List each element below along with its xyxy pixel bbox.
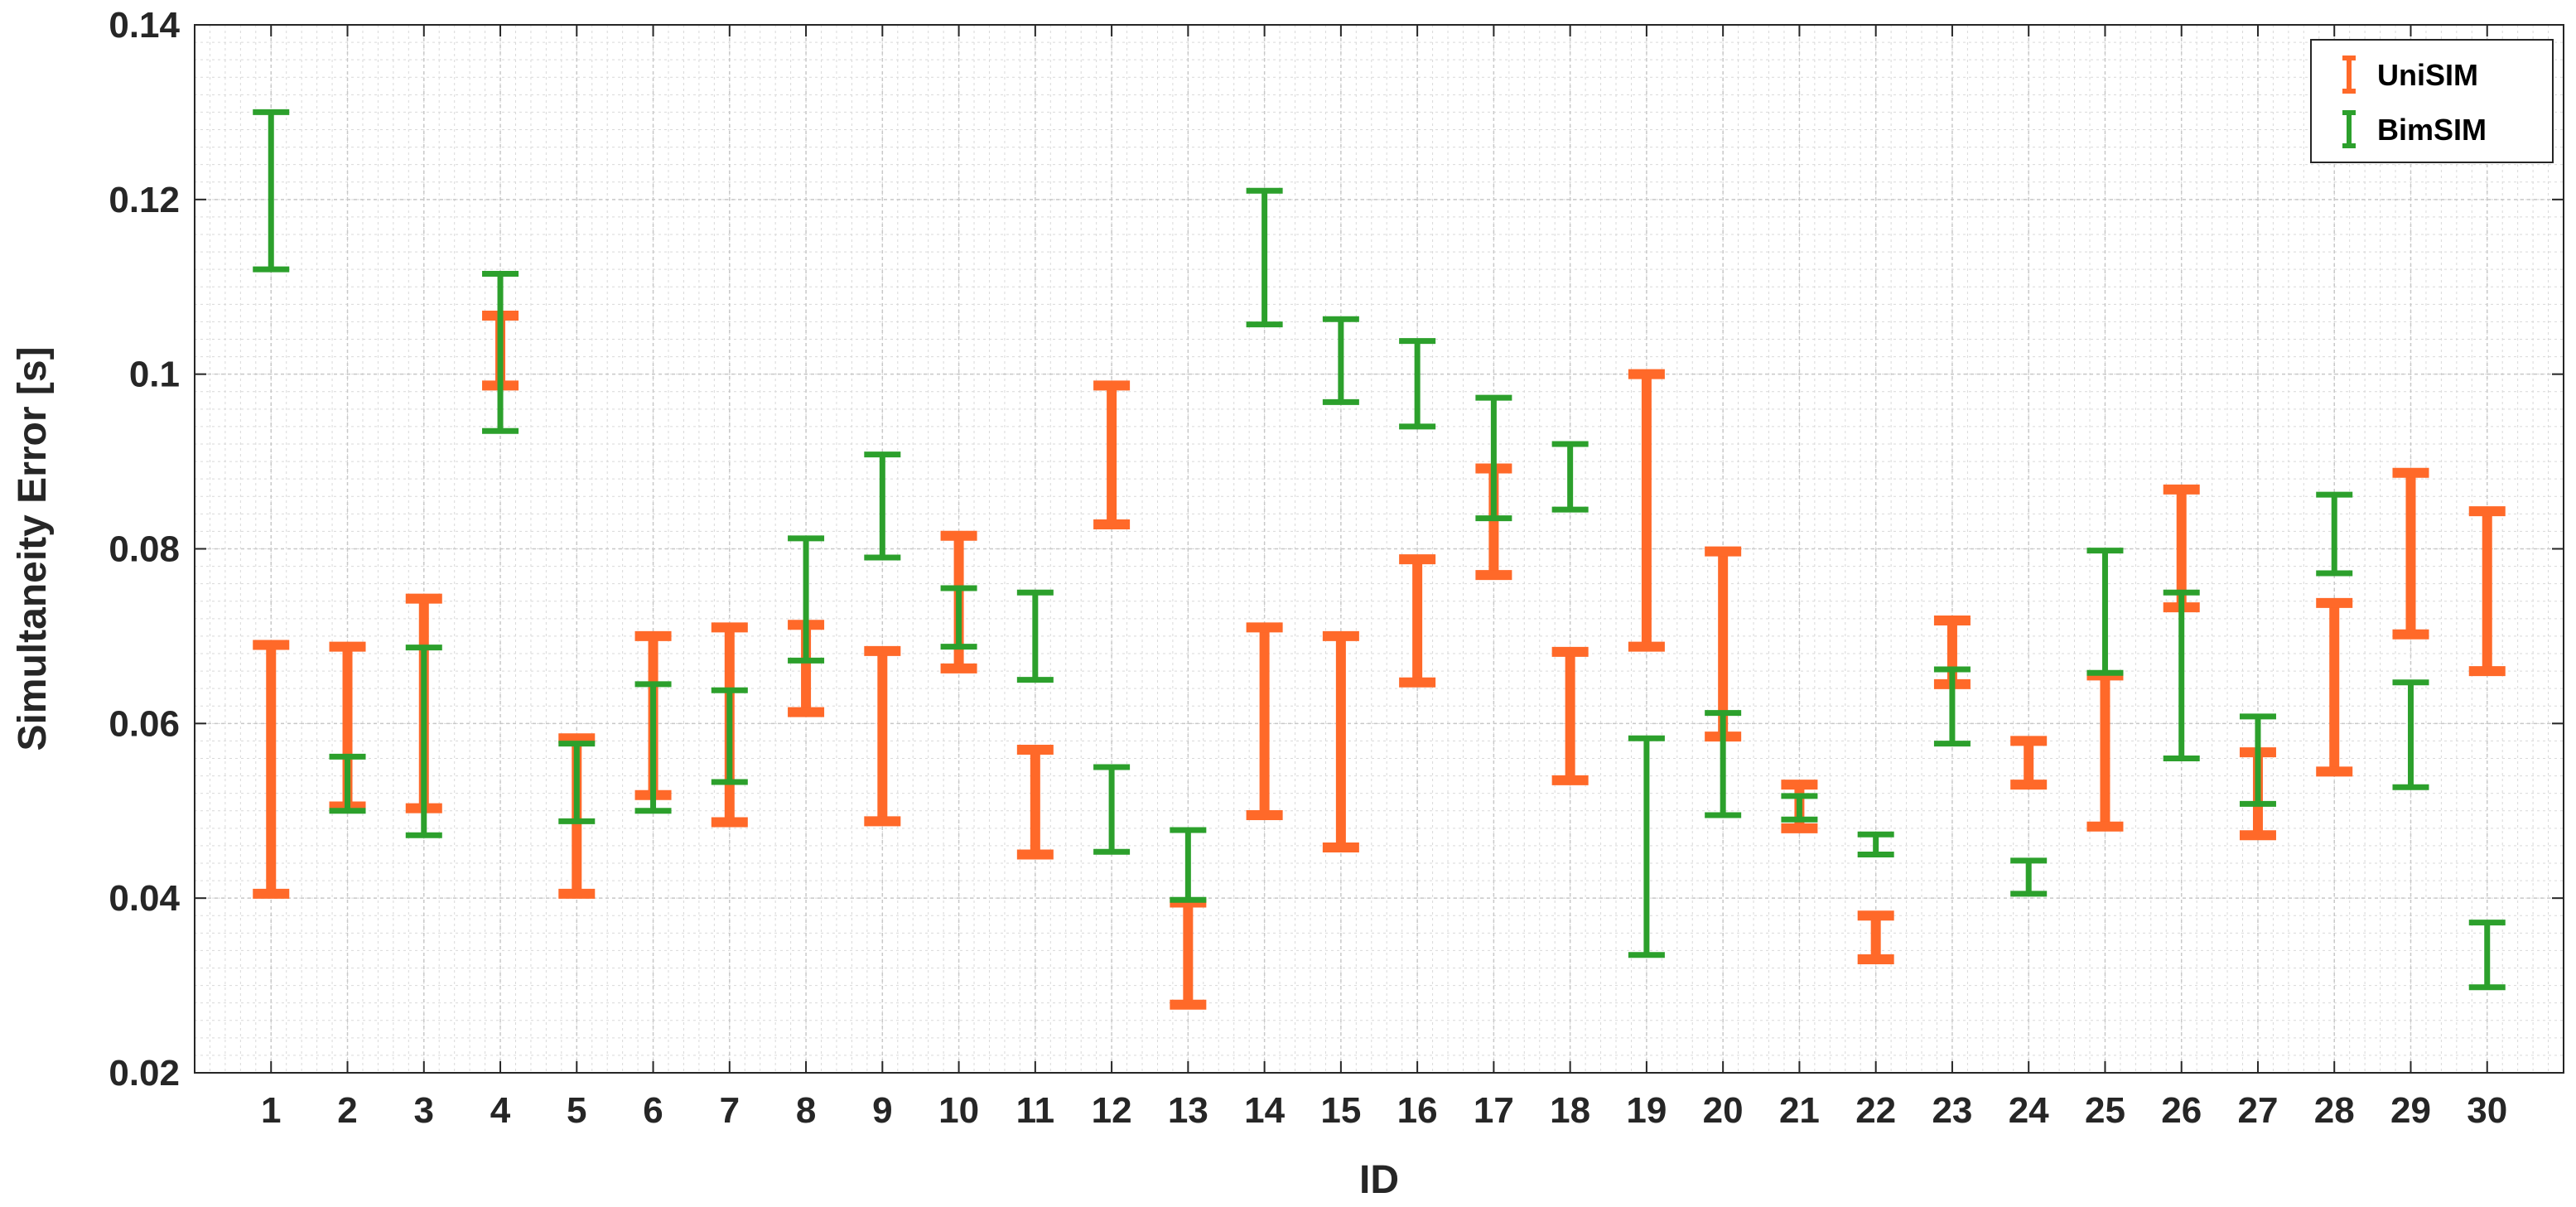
error-bar: [329, 753, 366, 814]
error-bar: [2468, 506, 2506, 677]
x-tick-label: 17: [1474, 1090, 1514, 1131]
x-tick-label: 12: [1092, 1090, 1132, 1131]
error-bar: [1857, 831, 1894, 857]
y-tick-label: 0.1: [129, 355, 180, 395]
error-bar: [634, 681, 672, 814]
error-bar: [405, 645, 442, 838]
legend-label: BimSIM: [2377, 113, 2487, 147]
x-tick-label: 2: [337, 1090, 357, 1131]
y-tick-label: 0.02: [109, 1053, 180, 1094]
series-bimsim: [253, 109, 2506, 991]
legend-item: BimSIM: [2342, 110, 2487, 148]
x-tick-label: 27: [2237, 1090, 2278, 1131]
error-bar: [1093, 764, 1131, 855]
error-bar: [2163, 589, 2200, 761]
error-bar: [940, 585, 977, 650]
x-tick-label: 29: [2390, 1090, 2431, 1131]
error-bar: [788, 535, 825, 664]
y-axis-label: Simultaneity Error [s]: [11, 346, 55, 751]
y-tick-label: 0.04: [109, 878, 180, 919]
error-bar: [711, 687, 748, 785]
x-tick-label: 4: [490, 1090, 511, 1131]
x-tick-label: 18: [1550, 1090, 1590, 1131]
legend-label: UniSIM: [2377, 58, 2478, 92]
error-bar: [2316, 597, 2353, 777]
error-bar: [1551, 646, 1589, 785]
y-tick-label: 0.06: [109, 703, 180, 744]
x-tick-label: 26: [2161, 1090, 2202, 1131]
x-tick-label: 7: [720, 1090, 740, 1131]
error-bar: [482, 270, 519, 434]
error-bar: [1399, 554, 1436, 688]
x-axis-label: ID: [1359, 1158, 1399, 1202]
y-axis-ticks: 0.02 0.04 0.06 0.08 0.1 0.12 0.14: [109, 5, 2564, 1094]
error-bar: [1933, 666, 1971, 747]
x-tick-label: 16: [1397, 1090, 1438, 1131]
error-bar: [2392, 679, 2429, 790]
y-tick-label: 0.08: [109, 529, 180, 570]
error-bar: [1016, 744, 1054, 860]
error-bar: [1170, 827, 1207, 903]
error-bar: [1628, 735, 1665, 958]
error-bar: [1093, 380, 1131, 529]
x-tick-label: 25: [2085, 1090, 2125, 1131]
error-bar: [2086, 548, 2124, 676]
legend-item: UniSIM: [2342, 56, 2478, 94]
x-tick-label: 6: [643, 1090, 663, 1131]
x-axis-ticks: 1 2 3 4 5 6 7 8 9 10 11 12 13 14 15 16 17 18 19 20 21 22 23 24 2…: [261, 25, 2507, 1131]
x-tick-label: 20: [1703, 1090, 1744, 1131]
legend: UniSIM BimSIM: [2310, 39, 2554, 163]
error-bar: [2468, 920, 2506, 991]
x-tick-label: 23: [1932, 1090, 1972, 1131]
x-tick-label: 9: [872, 1090, 892, 1131]
error-bar: [1016, 589, 1054, 683]
error-bar: [253, 640, 290, 899]
y-tick-label: 0.12: [109, 180, 180, 220]
error-bar: [1322, 630, 1359, 853]
x-tick-label: 1: [261, 1090, 281, 1131]
x-tick-label: 14: [1244, 1090, 1285, 1131]
error-bar: [1246, 187, 1283, 328]
x-tick-label: 13: [1168, 1090, 1208, 1131]
error-bar: [1551, 441, 1589, 513]
error-bar: [1628, 369, 1665, 652]
x-tick-label: 21: [1779, 1090, 1820, 1131]
error-bar: [2392, 467, 2429, 640]
error-bar: [864, 451, 901, 561]
x-tick-label: 15: [1320, 1090, 1361, 1131]
x-tick-label: 22: [1855, 1090, 1896, 1131]
x-tick-label: 30: [2467, 1090, 2507, 1131]
x-tick-label: 3: [414, 1090, 434, 1131]
error-bars: [253, 109, 2506, 1010]
error-bar: [1246, 622, 1283, 821]
error-bar: [1705, 710, 1742, 818]
x-tick-label: 8: [796, 1090, 816, 1131]
error-bar: [1322, 316, 1359, 405]
error-bar: [2010, 736, 2048, 790]
error-bar: [253, 109, 290, 273]
x-tick-label: 19: [1626, 1090, 1667, 1131]
error-bar: [2010, 857, 2048, 897]
error-bar: [2239, 713, 2276, 807]
x-tick-label: 5: [567, 1090, 586, 1131]
error-bar: [1857, 910, 1894, 964]
error-bar: [864, 645, 901, 827]
error-bar: [2316, 491, 2353, 577]
error-bar: [1475, 394, 1512, 522]
x-tick-label: 28: [2314, 1090, 2355, 1131]
error-bar: [1399, 338, 1436, 430]
minor-grid: [195, 25, 2564, 1073]
y-tick-label: 0.14: [109, 5, 180, 46]
x-tick-label: 11: [1016, 1090, 1055, 1131]
x-tick-label: 10: [938, 1090, 979, 1131]
series-unisim: [253, 311, 2506, 1010]
error-bar: [1781, 793, 1818, 823]
x-tick-label: 24: [2009, 1090, 2049, 1131]
error-bar: [558, 741, 596, 824]
